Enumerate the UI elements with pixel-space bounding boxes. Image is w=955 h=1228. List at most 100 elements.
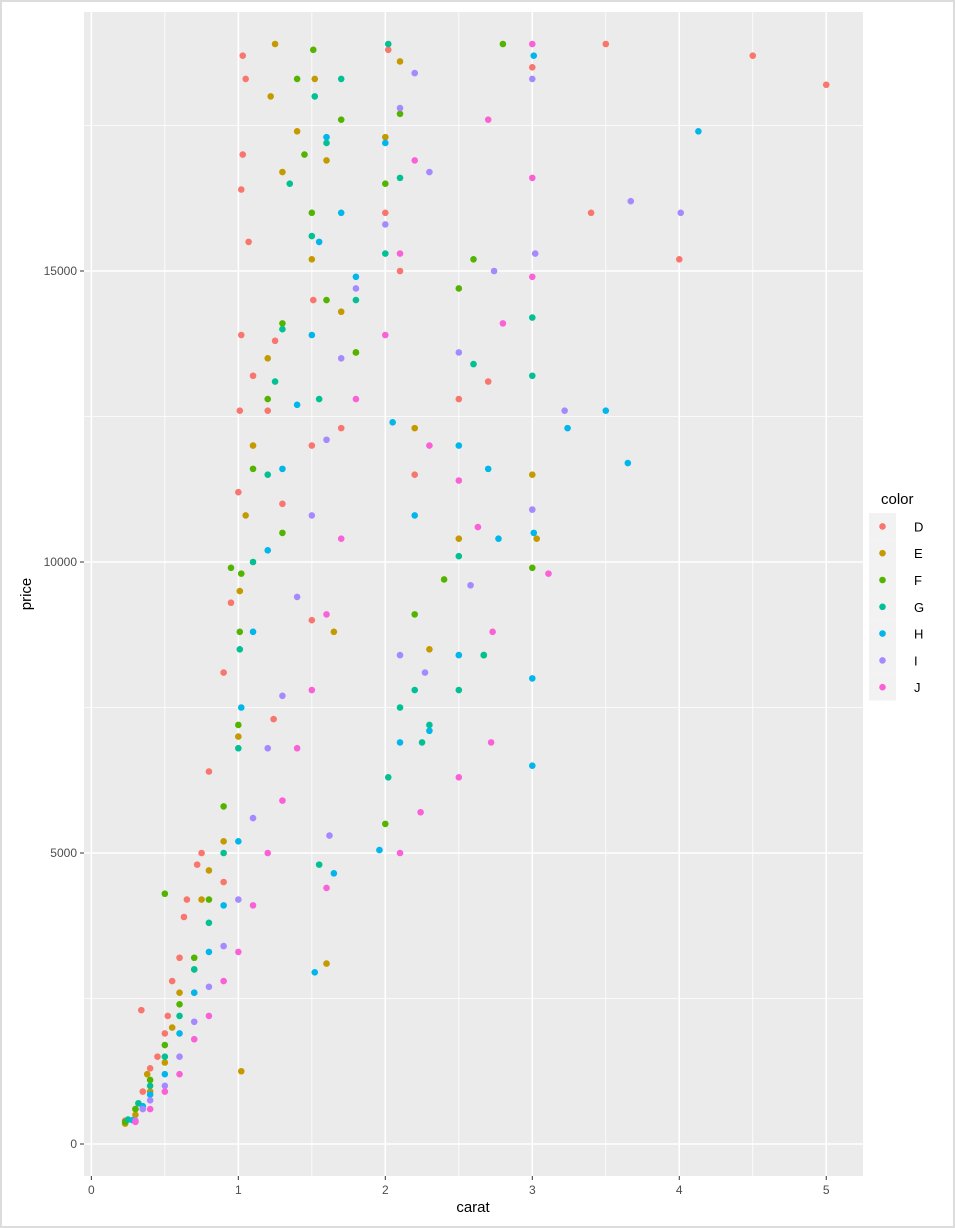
data-point [249, 372, 257, 380]
data-point [411, 471, 419, 478]
data-point [418, 739, 426, 746]
legend-key-swatch [879, 603, 886, 611]
data-point [382, 133, 389, 141]
data-point [220, 803, 227, 810]
y-tick-label: 0 [70, 1137, 77, 1151]
data-point [239, 52, 247, 59]
data-point [677, 209, 685, 217]
data-point [545, 570, 552, 577]
data-point [237, 570, 245, 577]
data-point [176, 1012, 183, 1020]
data-point [467, 581, 474, 589]
data-point [132, 1105, 139, 1113]
data-point [396, 704, 404, 711]
data-point [180, 913, 188, 921]
x-tick-label: 5 [823, 1183, 830, 1197]
data-point [176, 1053, 183, 1060]
data-point [749, 52, 757, 59]
data-point [426, 442, 433, 449]
data-point [205, 896, 213, 903]
data-point [138, 1006, 145, 1014]
data-point [161, 1030, 169, 1037]
data-point [396, 739, 404, 746]
data-point [323, 884, 330, 892]
series-H [129, 52, 702, 1124]
data-point [264, 395, 272, 403]
data-point [337, 116, 345, 123]
legend-key-swatch [879, 549, 886, 557]
x-axis: 0 1 2 3 4 5 [88, 1176, 830, 1197]
data-point [236, 407, 244, 414]
data-point [161, 1041, 169, 1049]
data-point [237, 1067, 245, 1075]
data-point [323, 296, 330, 304]
x-tick-label: 3 [529, 1183, 536, 1197]
data-point [270, 715, 277, 723]
data-point [487, 739, 495, 746]
data-point [455, 285, 463, 292]
data-point [239, 151, 247, 158]
data-point [533, 535, 541, 543]
data-point [323, 960, 330, 967]
data-point [164, 1012, 172, 1020]
data-point [455, 477, 463, 484]
y-axis-title: price [18, 578, 35, 611]
data-point [675, 256, 683, 263]
data-point [396, 110, 404, 118]
legend-item-D: D [869, 513, 923, 540]
data-point [146, 1082, 154, 1090]
data-point [323, 436, 330, 444]
data-point [330, 870, 338, 877]
data-point [352, 349, 360, 356]
data-point [470, 256, 477, 263]
data-point [190, 966, 198, 973]
legend-label: H [914, 627, 923, 642]
data-point [279, 529, 286, 537]
data-point [337, 424, 345, 432]
data-point [822, 81, 830, 89]
data-point [139, 1088, 147, 1095]
data-point [279, 168, 286, 176]
y-tick-label: 10000 [44, 555, 78, 569]
data-point [168, 977, 176, 985]
legend-item-J: J [869, 673, 921, 701]
data-point [315, 238, 323, 246]
legend-key-swatch [879, 630, 886, 637]
data-point [205, 867, 213, 874]
data-point [168, 1024, 176, 1031]
data-point [235, 488, 242, 496]
data-point [235, 744, 242, 752]
plot-panel [84, 12, 863, 1176]
data-point [315, 861, 323, 868]
data-point [237, 186, 245, 193]
data-point [286, 180, 294, 187]
data-point [323, 611, 330, 618]
data-point [455, 442, 463, 449]
data-point [220, 878, 227, 886]
data-point [242, 512, 249, 519]
data-points [121, 40, 830, 1127]
data-point [293, 744, 301, 752]
data-point [176, 989, 183, 996]
data-point [411, 512, 419, 519]
data-point [530, 529, 538, 537]
data-point [176, 954, 183, 962]
data-point [264, 744, 272, 752]
data-point [389, 419, 396, 426]
legend-item-G: G [869, 593, 924, 621]
data-point [161, 1082, 169, 1090]
data-point [235, 733, 242, 740]
data-point [396, 849, 404, 857]
legend-label: J [914, 680, 921, 695]
data-point [484, 378, 492, 385]
data-point [528, 372, 536, 380]
data-point [190, 1035, 198, 1043]
data-point [396, 174, 404, 182]
data-point [417, 808, 424, 816]
data-point [474, 523, 482, 531]
data-point [337, 209, 345, 217]
data-point [271, 40, 279, 48]
data-point [220, 942, 227, 950]
data-point [146, 1076, 154, 1084]
